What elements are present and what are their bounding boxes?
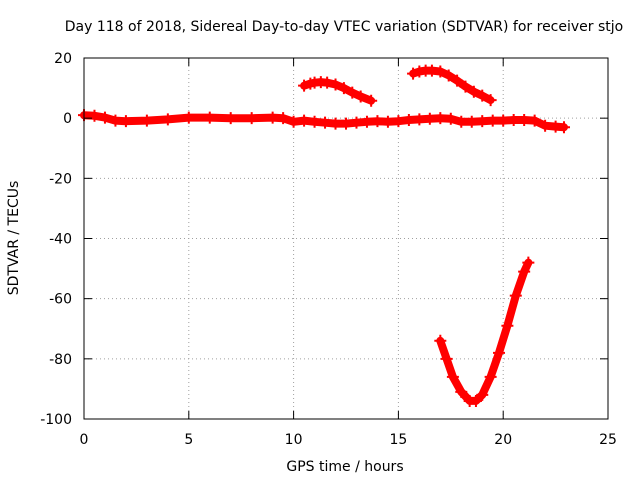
data-point-marker [465,115,478,128]
data-point-marker [161,113,174,126]
data-point-marker [557,121,570,134]
data-point-marker [109,114,122,127]
data-point-marker [467,85,480,98]
data-point-marker [298,79,311,92]
y-tick-label: 20 [54,51,72,67]
x-tick-label: 25 [599,432,617,448]
data-point-marker [119,115,132,128]
data-point-marker [346,86,359,99]
data-point-marker [528,114,541,127]
data-point-marker [442,69,455,82]
data-point-marker [287,115,300,128]
x-tick-label: 10 [285,432,303,448]
data-point-marker [329,117,342,130]
data-point-marker [469,394,482,407]
y-tick-label: -60 [49,292,72,308]
data-point-marker [350,116,363,129]
data-point-marker [337,82,350,95]
data-point-marker [507,113,520,126]
data-point-marker [360,115,373,128]
data-point-marker [476,388,489,401]
data-point-marker [518,265,531,278]
data-point-marker [298,114,311,127]
plot-frame [83,57,609,420]
data-point-marker [451,74,464,87]
data-point-marker [484,370,497,383]
data-point-marker [340,117,352,130]
data-point-marker [522,256,535,269]
data-point-marker [539,119,552,132]
data-point-marker [277,112,290,125]
axis-ticks: -100 -80 -60 -40 -20 0 20 0 5 10 15 20 25 [40,51,617,448]
data-point-marker [407,67,420,80]
data-point-marker [476,89,489,102]
data-point-marker [446,370,459,383]
data-point-marker [203,111,216,124]
data-point-marker [182,111,195,124]
chart-title: Day 118 of 2018, Sidereal Day-to-day VTE… [65,19,623,35]
data-point-marker [354,90,367,103]
data-point-marker [140,114,153,127]
data-point-marker [402,113,415,126]
data-point-marker [392,115,405,128]
y-tick-label: -40 [49,232,72,248]
data-point-marker [434,334,447,347]
x-tick-label: 15 [389,432,407,448]
data-point-marker [484,94,497,107]
data-point-marker [381,115,394,128]
x-tick-label: 0 [80,432,89,448]
data-point-marker [501,319,514,332]
data-point-marker [245,112,258,125]
data-point-marker [440,352,453,365]
series-2-trace [407,64,497,107]
data-point-marker [413,113,426,126]
data-point-marker [423,112,436,125]
y-tick-label: -20 [49,171,72,187]
data-point-marker [444,112,457,125]
data-point-marker [434,112,447,125]
series-1-trace [298,76,378,107]
y-tick-label: -100 [40,412,72,428]
y-axis-title: SDTVAR / TECUs [6,181,22,296]
data-point-marker [224,112,237,125]
data-point-marker [486,114,499,127]
data-point-marker [493,346,506,359]
grid-lines [84,58,608,419]
y-tick-label: 0 [63,111,72,127]
data-point-marker [371,115,384,128]
plot-area [78,64,570,407]
data-point-marker [308,115,321,128]
data-point-marker [266,111,279,124]
x-tick-label: 5 [184,432,193,448]
data-point-marker [509,289,522,302]
data-point-marker [88,109,101,122]
data-point-marker [455,385,468,398]
data-point-marker [497,114,510,127]
data-point-marker [365,94,378,107]
x-tick-label: 20 [494,432,512,448]
y-tick-label: -80 [49,352,72,368]
data-point-marker [518,113,531,126]
data-point-marker [434,65,447,78]
data-point-marker [319,116,332,129]
data-point-marker [98,111,111,124]
data-point-marker [321,76,334,89]
x-axis-title: GPS time / hours [286,459,403,475]
series-3-trace [434,256,535,407]
series-0-trace [78,109,570,134]
data-point-marker [476,115,489,128]
data-point-marker [329,78,342,91]
data-point-marker [459,80,472,93]
data-point-marker [455,115,468,128]
